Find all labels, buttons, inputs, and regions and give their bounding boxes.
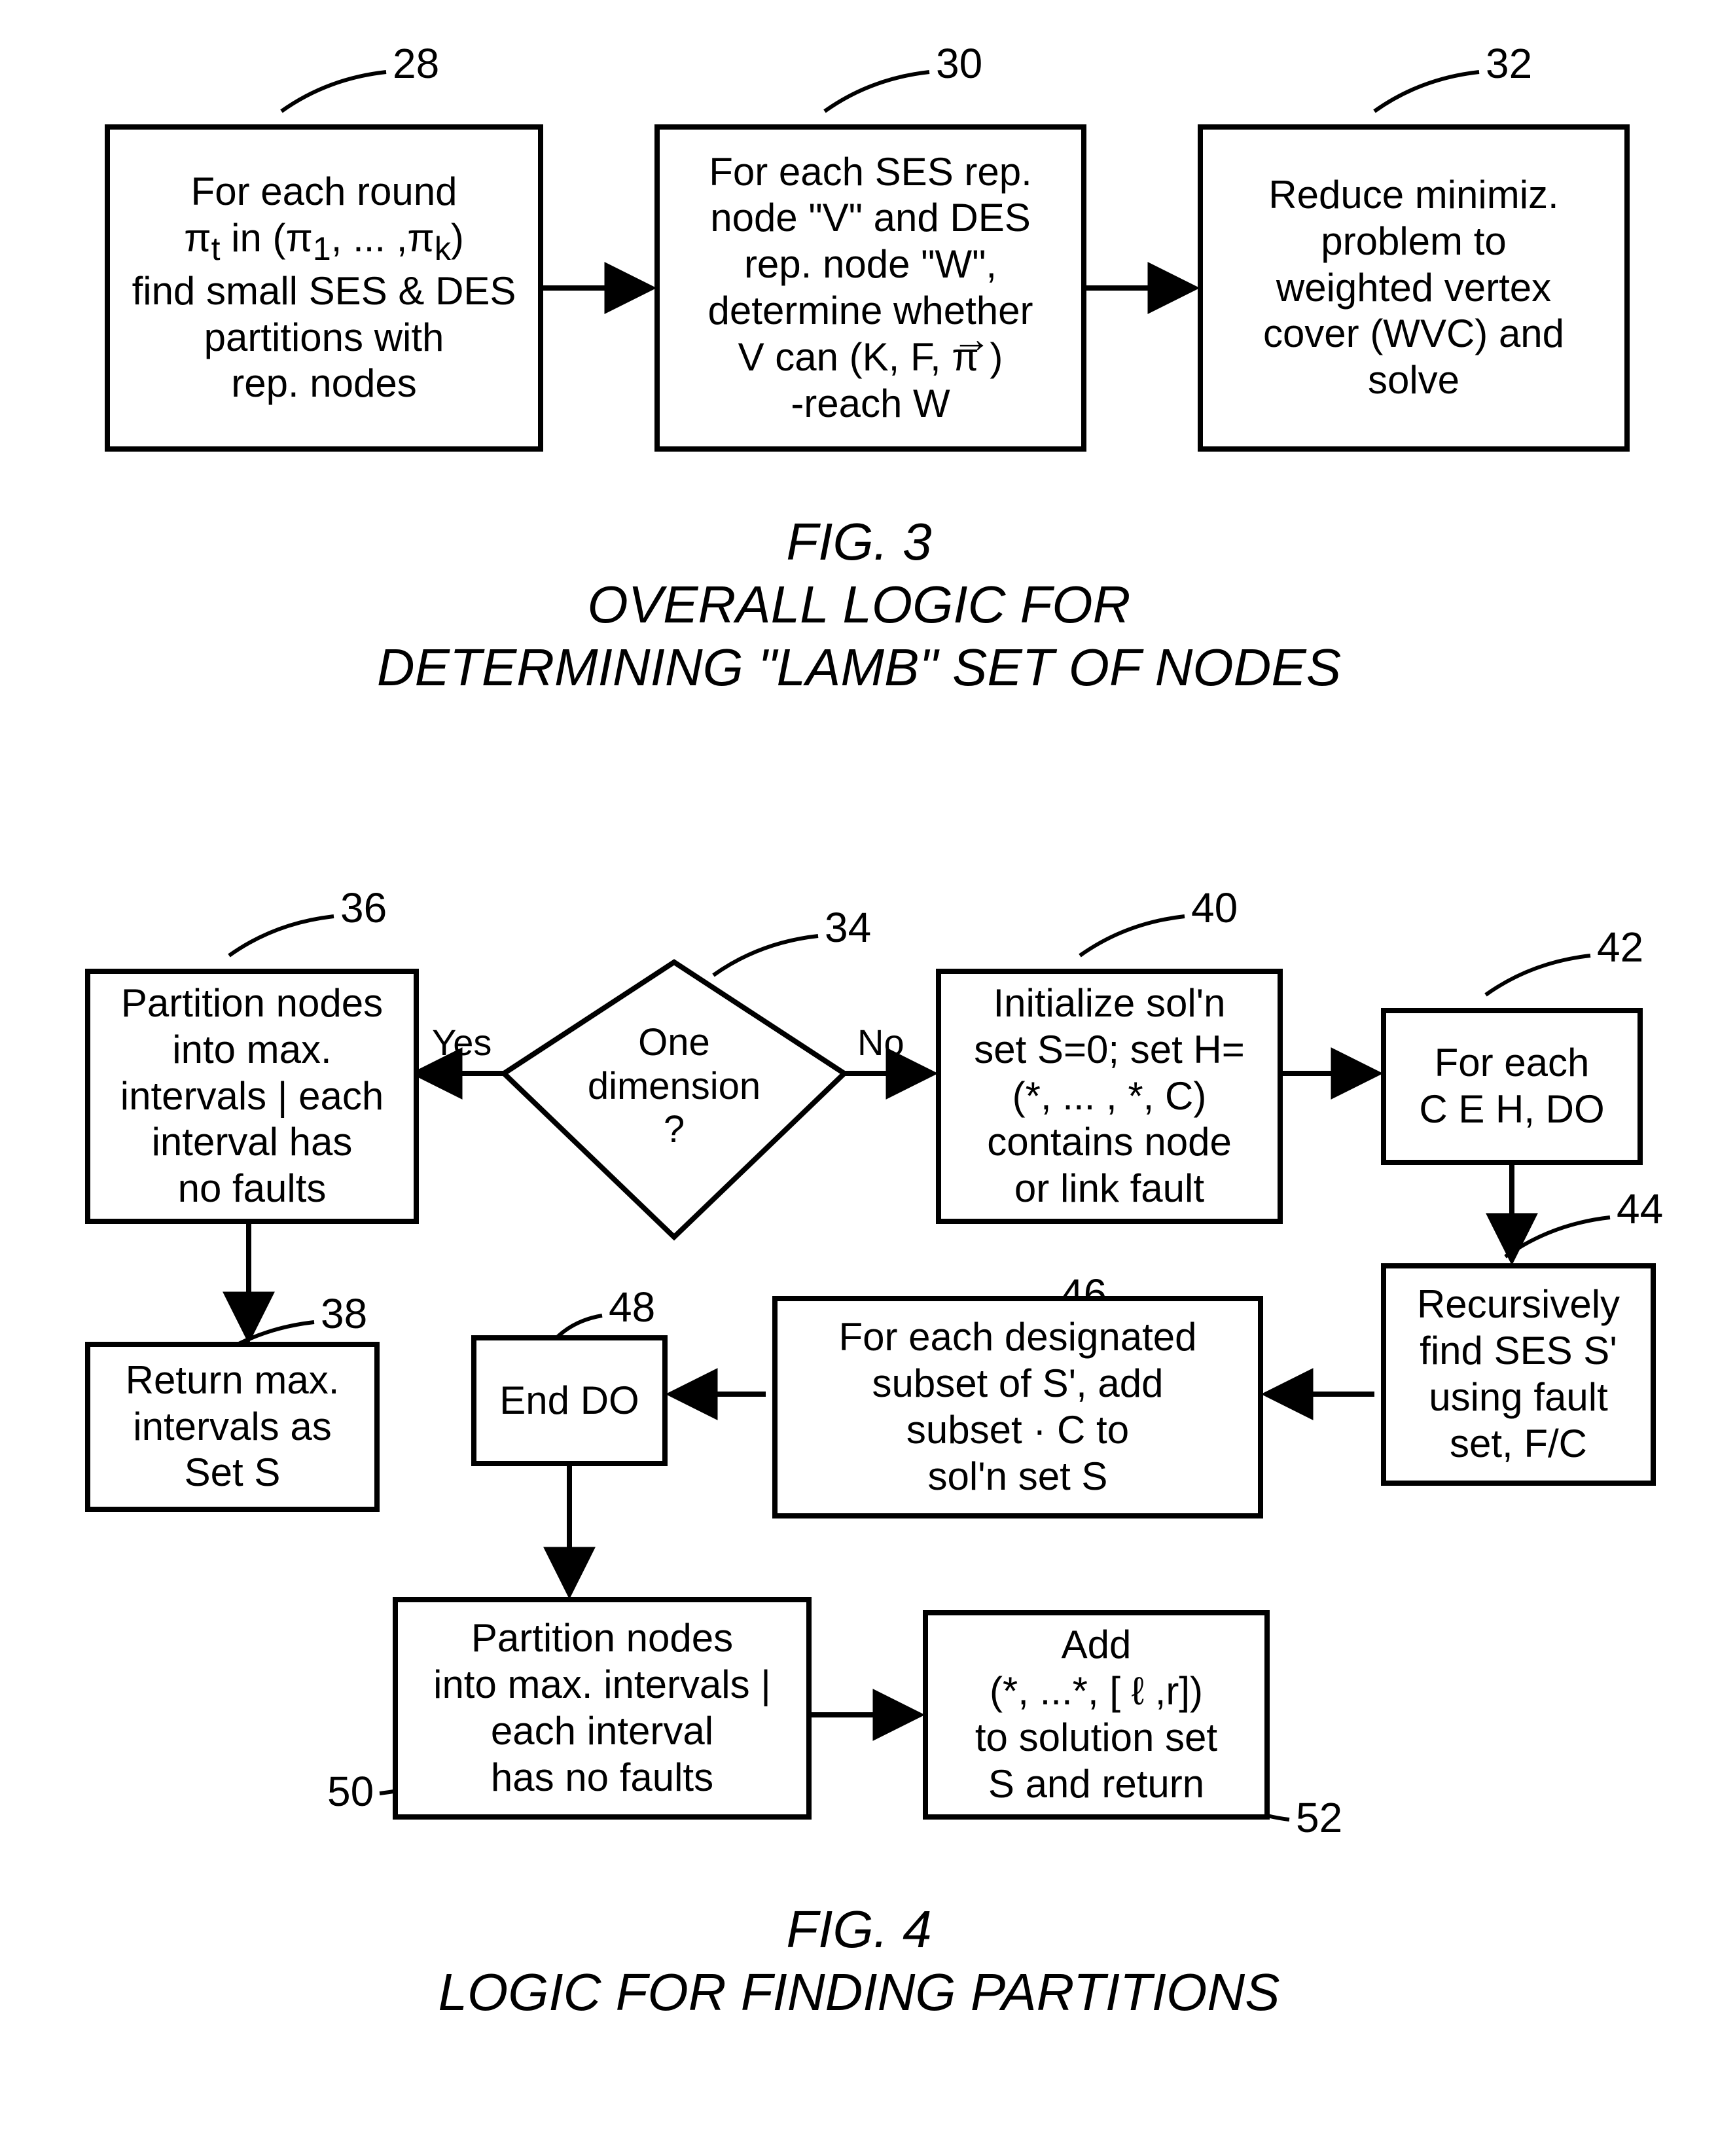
n28-l5: rep. nodes (132, 361, 516, 407)
node-48: End DO (471, 1335, 668, 1466)
n40-l5: or link fault (974, 1166, 1245, 1212)
n32-l5: solve (1263, 357, 1564, 404)
node-38-text: Return max. intervals as Set S (126, 1357, 340, 1496)
n44-l4: set, F/C (1417, 1421, 1620, 1467)
fig3-cap-3: DETERMINING "LAMB" SET OF NODES (0, 636, 1718, 699)
node-28: For each round πt in (π1, ... ,πk) find … (105, 124, 543, 452)
label-48: 48 (609, 1283, 655, 1331)
yes-label: Yes (432, 1021, 492, 1064)
n42-l2: C E H, DO (1419, 1087, 1604, 1133)
n46-l2: subset of S', add (838, 1361, 1196, 1407)
n30-l2: node "V" and DES (708, 195, 1033, 242)
n38-l1: Return max. (126, 1357, 340, 1404)
node-34-text: One dimension ? (563, 1021, 785, 1152)
node-46: For each designated subset of S', add su… (772, 1296, 1263, 1518)
n52-l3: to solution set (975, 1715, 1217, 1761)
label-28: 28 (393, 39, 439, 88)
node-40-text: Initialize sol'n set S=0; set H= (*, ...… (974, 980, 1245, 1212)
n40-l2: set S=0; set H= (974, 1027, 1245, 1073)
n44-l3: using fault (1417, 1374, 1620, 1421)
label-38: 38 (321, 1289, 367, 1338)
n30-l1: For each SES rep. (708, 149, 1033, 196)
label-32: 32 (1486, 39, 1532, 88)
n52-l4: S and return (975, 1761, 1217, 1808)
n44-l2: find SES S' (1417, 1328, 1620, 1374)
label-44: 44 (1617, 1185, 1663, 1233)
n28-l4: partitions with (132, 315, 516, 361)
label-34: 34 (825, 903, 871, 952)
n36-l2: into max. (120, 1027, 384, 1073)
n50-l2: into max. intervals | (433, 1662, 771, 1708)
n50-l4: has no faults (433, 1755, 771, 1801)
n38-l2: intervals as (126, 1404, 340, 1450)
fig4-caption: FIG. 4 LOGIC FOR FINDING PARTITIONS (0, 1898, 1718, 2024)
n32-l3: weighted vertex (1263, 265, 1564, 312)
label-50: 50 (327, 1767, 374, 1816)
n28-l3: find small SES & DES (132, 268, 516, 315)
node-50: Partition nodes into max. intervals | ea… (393, 1597, 812, 1820)
n38-l3: Set S (126, 1450, 340, 1496)
node-32: Reduce minimiz. problem to weighted vert… (1198, 124, 1630, 452)
n52-l1: Add (975, 1622, 1217, 1668)
label-40: 40 (1191, 884, 1238, 932)
n48-l1: End DO (499, 1378, 639, 1424)
label-30: 30 (936, 39, 982, 88)
node-50-text: Partition nodes into max. intervals | ea… (433, 1615, 771, 1801)
node-42: For each C E H, DO (1381, 1008, 1643, 1165)
n44-l1: Recursively (1417, 1282, 1620, 1328)
node-52: Add (*, ...*, [ ℓ ,r]) to solution set S… (923, 1610, 1270, 1820)
n32-l4: cover (WVC) and (1263, 311, 1564, 357)
node-36-text: Partition nodes into max. intervals | ea… (120, 980, 384, 1212)
node-36: Partition nodes into max. intervals | ea… (85, 969, 419, 1224)
n34-l1: One (563, 1021, 785, 1065)
n50-l3: each interval (433, 1708, 771, 1755)
fig4-cap-1: FIG. 4 (0, 1898, 1718, 1961)
node-28-text: For each round πt in (π1, ... ,πk) find … (132, 169, 516, 407)
n36-l4: interval has (120, 1119, 384, 1166)
n34-l3: ? (563, 1108, 785, 1152)
n30-l5: V can (K, F, π→ ) (708, 334, 1033, 381)
node-30: For each SES rep. node "V" and DES rep. … (654, 124, 1086, 452)
n40-l1: Initialize sol'n (974, 980, 1245, 1027)
n30-l3: rep. node "W", (708, 242, 1033, 288)
n30-l6: -reach W (708, 381, 1033, 427)
fig3-caption: FIG. 3 OVERALL LOGIC FOR DETERMINING "LA… (0, 511, 1718, 699)
node-42-text: For each C E H, DO (1419, 1040, 1604, 1133)
n46-l1: For each designated (838, 1314, 1196, 1361)
n52-l2: (*, ...*, [ ℓ ,r]) (975, 1668, 1217, 1715)
node-48-text: End DO (499, 1378, 639, 1424)
fig3-cap-1: FIG. 3 (0, 511, 1718, 573)
n42-l1: For each (1419, 1040, 1604, 1087)
n28-l1: For each round (132, 169, 516, 215)
node-38: Return max. intervals as Set S (85, 1342, 380, 1512)
n36-l1: Partition nodes (120, 980, 384, 1027)
node-44: Recursively find SES S' using fault set,… (1381, 1263, 1656, 1486)
fig4-cap-2: LOGIC FOR FINDING PARTITIONS (0, 1961, 1718, 2024)
n36-l3: intervals | each (120, 1073, 384, 1120)
n40-l4: contains node (974, 1119, 1245, 1166)
n50-l1: Partition nodes (433, 1615, 771, 1662)
fig3-cap-2: OVERALL LOGIC FOR (0, 573, 1718, 636)
n34-l2: dimension (563, 1065, 785, 1109)
node-44-text: Recursively find SES S' using fault set,… (1417, 1282, 1620, 1467)
node-52-text: Add (*, ...*, [ ℓ ,r]) to solution set S… (975, 1622, 1217, 1807)
n36-l5: no faults (120, 1166, 384, 1212)
node-32-text: Reduce minimiz. problem to weighted vert… (1263, 172, 1564, 404)
n28-l2: πt in (π1, ... ,πk) (132, 215, 516, 268)
label-52: 52 (1296, 1793, 1342, 1842)
n40-l3: (*, ... , *, C) (974, 1073, 1245, 1120)
no-label: No (857, 1021, 904, 1064)
n46-l3: subset · C to (838, 1407, 1196, 1454)
n46-l4: sol'n set S (838, 1454, 1196, 1500)
label-42: 42 (1597, 923, 1643, 971)
n32-l1: Reduce minimiz. (1263, 172, 1564, 219)
node-46-text: For each designated subset of S', add su… (838, 1314, 1196, 1500)
node-30-text: For each SES rep. node "V" and DES rep. … (708, 149, 1033, 427)
node-40: Initialize sol'n set S=0; set H= (*, ...… (936, 969, 1283, 1224)
n32-l2: problem to (1263, 219, 1564, 265)
label-36: 36 (340, 884, 387, 932)
